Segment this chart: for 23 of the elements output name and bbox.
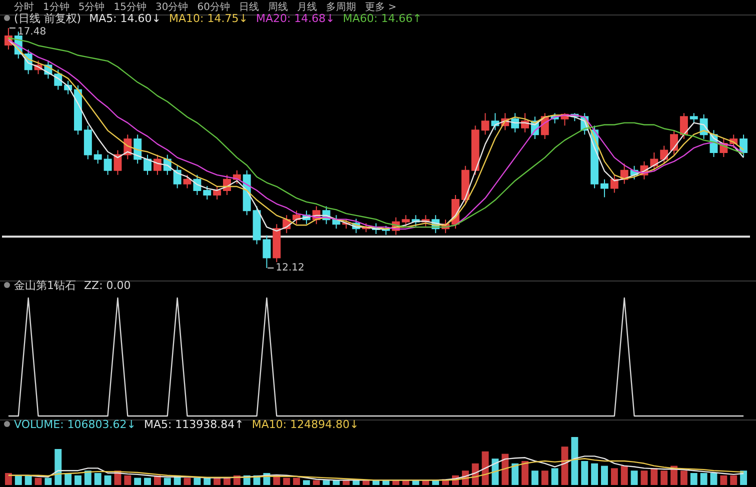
text: 1分钟 — [43, 1, 70, 13]
text: MA20: 14.68↓ — [256, 12, 335, 25]
annotation: 17.48 — [17, 26, 46, 38]
text: MA10: 14.75↓ — [169, 12, 248, 25]
series-label: ZZ: 0.00 — [84, 279, 131, 292]
text: 15分钟 — [114, 1, 146, 13]
text: 60分钟 — [197, 1, 230, 13]
text: MA10: 124894.80↓ — [252, 418, 359, 431]
chart-title: (日线 前复权) — [14, 12, 82, 25]
text: 多周期 — [326, 1, 356, 13]
text: 30分钟 — [155, 1, 188, 13]
text: MA60: 14.66↑ — [342, 12, 422, 25]
text: 更多 > — [364, 1, 397, 13]
text: 周线 — [268, 1, 288, 13]
annotation: 12.12 — [276, 262, 304, 274]
text: 5分钟 — [78, 1, 105, 13]
text: VOLUME: 106803.62↓ — [14, 418, 136, 431]
text: MA5: 14.60↓ — [89, 12, 162, 25]
text: 月线 — [296, 1, 317, 13]
chart-title: 金山第1钻石 — [14, 279, 76, 292]
text: 分时 — [14, 1, 34, 13]
text: MA5: 113938.84↑ — [144, 418, 244, 431]
text: 日线 — [238, 1, 259, 13]
